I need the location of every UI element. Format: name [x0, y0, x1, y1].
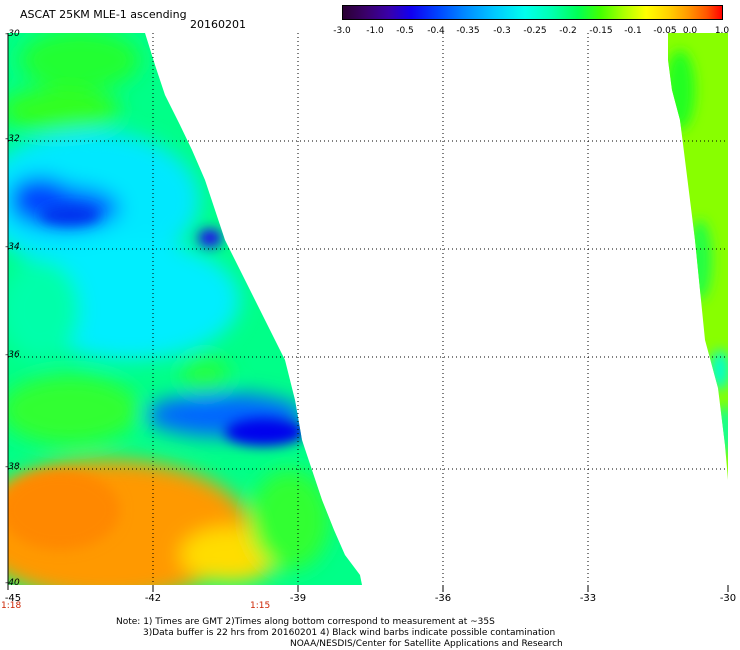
color-scale-labels: -3.0 -1.0 -0.5 -0.4 -0.35 -0.3 -0.25 -0.…	[330, 26, 740, 40]
lon-label: -45	[4, 593, 22, 604]
product-date: 20160201	[190, 18, 246, 31]
grid-lines	[8, 33, 728, 585]
color-scale-label: -0.5	[396, 26, 414, 36]
east-swath	[668, 33, 728, 585]
axis-ticks	[7, 33, 729, 592]
lat-label: -32	[5, 134, 20, 144]
lat-label: -30	[5, 29, 20, 39]
note-line-3: NOAA/NESDIS/Center for Satellite Applica…	[290, 639, 563, 649]
lat-label: -36	[5, 350, 20, 360]
color-scale-label: 0.0	[682, 26, 698, 36]
lat-label: -40	[5, 578, 20, 588]
lon-label: -42	[144, 593, 162, 604]
color-scale-label: -0.25	[523, 26, 547, 36]
color-scale-label: -0.35	[456, 26, 480, 36]
west-swath	[8, 33, 362, 585]
swath-base	[668, 33, 728, 585]
note-line-2: 3)Data buffer is 22 hrs from 20160201 4)…	[143, 628, 556, 638]
lon-label: -36	[434, 593, 452, 604]
color-scale-label: -0.15	[589, 26, 613, 36]
color-scale-label: -0.05	[653, 26, 677, 36]
lat-label: -38	[5, 462, 20, 472]
time-label: 1:15	[250, 601, 271, 611]
lon-label: -39	[289, 593, 307, 604]
color-scale-label: -1.0	[366, 26, 384, 36]
swath-detail	[8, 205, 305, 550]
color-scale-label: -0.2	[559, 26, 577, 36]
product-title: ASCAT 25KM MLE-1 ascending	[20, 8, 187, 21]
note-line-1: Note: 1) Times are GMT 2)Times along bot…	[116, 617, 495, 627]
color-scale-label: -0.4	[427, 26, 445, 36]
time-label: 1:18	[1, 601, 22, 611]
color-scale-label: -0.1	[624, 26, 642, 36]
lon-label: -30	[719, 593, 737, 604]
lon-label: -33	[579, 593, 597, 604]
color-scale-label: -3.0	[333, 26, 351, 36]
color-scale-bar	[342, 5, 723, 20]
color-scale-label: -0.3	[493, 26, 511, 36]
lat-label: -34	[5, 242, 20, 252]
color-scale-label: 1.0	[714, 26, 730, 36]
